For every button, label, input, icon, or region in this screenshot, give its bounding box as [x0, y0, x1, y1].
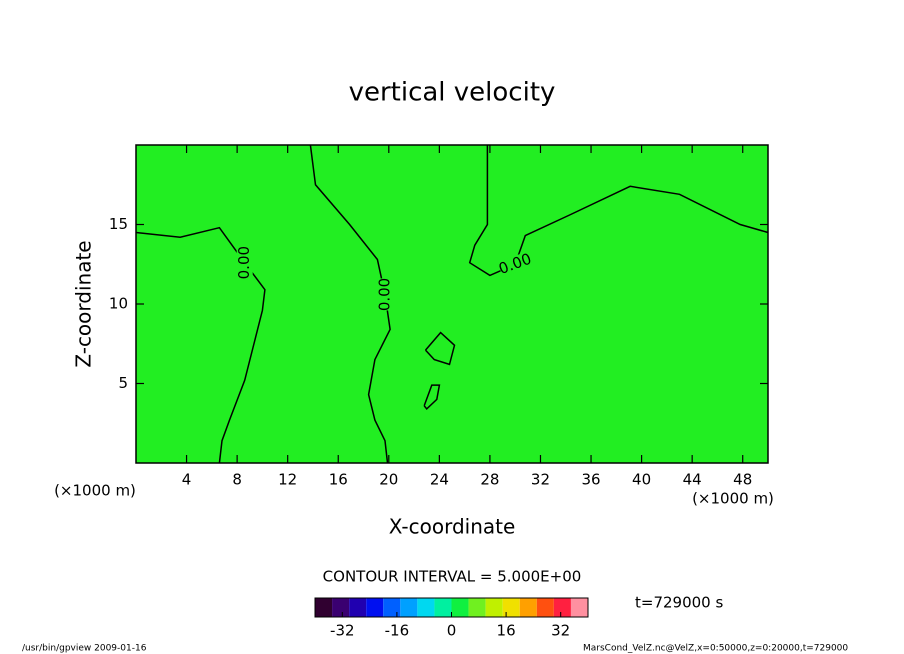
- y-axis-label: Z-coordinate: [72, 240, 96, 367]
- colorbar-cell: [400, 598, 418, 617]
- contour-label-bg: [377, 278, 394, 311]
- colorbar-cell: [349, 598, 367, 617]
- contour-line: [309, 144, 391, 464]
- x-tick-label: 20: [379, 471, 398, 489]
- x-tick-label: 36: [581, 471, 600, 489]
- colorbar-cell: [553, 598, 571, 617]
- colorbar-cell: [366, 598, 384, 617]
- x-tick-label: 32: [531, 471, 550, 489]
- colorbar-cell: [434, 598, 452, 617]
- contour-label-bg: [497, 251, 533, 278]
- colorbar-cell: [332, 598, 350, 617]
- chart-title: vertical velocity: [349, 78, 556, 108]
- contour-label: 0.00: [235, 246, 253, 279]
- contour-line: [424, 331, 456, 366]
- colorbar-tick-label: 0: [447, 622, 457, 640]
- colorbar-tick-label: -32: [330, 622, 355, 640]
- colorbar-tick-label: 32: [551, 622, 570, 640]
- x-tick-label: 44: [683, 471, 702, 489]
- colorbar-cell: [502, 598, 520, 617]
- y-unit: (×1000 m): [54, 482, 136, 500]
- y-tick-label: 5: [118, 374, 128, 392]
- x-tick-label: 40: [632, 471, 651, 489]
- x-tick-label: 24: [430, 471, 449, 489]
- colorbar-cell: [315, 598, 333, 617]
- footer-left: /usr/bin/gpview 2009-01-16: [22, 644, 147, 654]
- colorbar-cell: [570, 598, 588, 617]
- field: [136, 145, 768, 463]
- x-tick-label: 4: [182, 471, 192, 489]
- contour-label-bg: [236, 246, 253, 279]
- x-tick-label: 8: [232, 471, 242, 489]
- footer-right: MarsCond_VelZ.nc@VelZ,x=0:50000,z=0:2000…: [583, 644, 848, 654]
- x-axis-label: X-coordinate: [389, 515, 516, 539]
- colorbar-cell: [519, 598, 537, 617]
- x-tick-label: 12: [278, 471, 297, 489]
- x-tick-label: 48: [733, 471, 752, 489]
- colorbar-cell: [485, 598, 503, 617]
- colorbar-cell: [417, 598, 435, 617]
- contour-interval: CONTOUR INTERVAL = 5.000E+00: [323, 568, 582, 586]
- colorbar-cell: [451, 598, 469, 617]
- colorbar-tick-label: 16: [497, 622, 516, 640]
- colorbar-cell: [536, 598, 554, 617]
- x-tick-label: 28: [480, 471, 499, 489]
- time-label: t=729000 s: [635, 594, 723, 612]
- y-tick-label: 15: [109, 215, 128, 233]
- contour-line: [468, 145, 769, 277]
- x-unit: (×1000 m): [692, 490, 774, 508]
- contour-line: [135, 226, 266, 464]
- colorbar-cell: [383, 598, 401, 617]
- contour-line: [423, 384, 441, 411]
- x-tick-label: 16: [329, 471, 348, 489]
- y-tick-label: 10: [109, 295, 128, 313]
- contour-label: 0.00: [376, 278, 394, 311]
- colorbar-cell: [468, 598, 486, 617]
- colorbar-tick-label: -16: [385, 622, 410, 640]
